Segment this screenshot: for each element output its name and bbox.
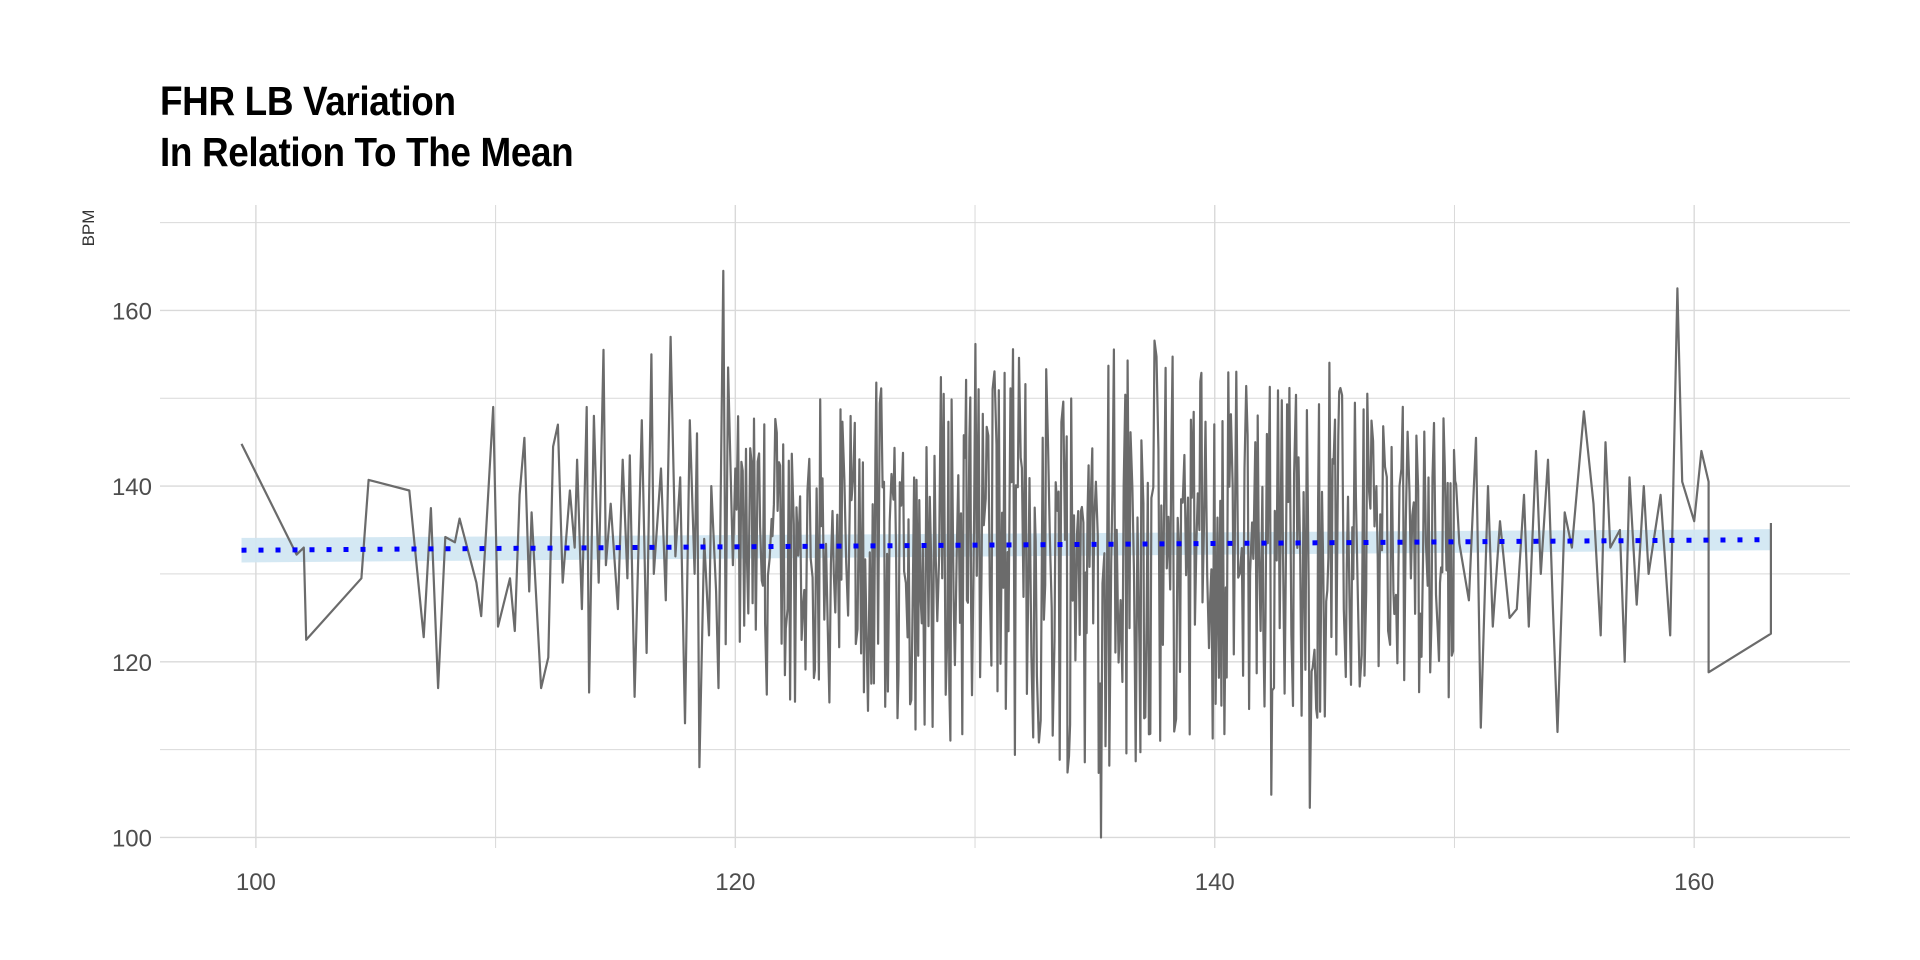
x-tick-label: 100 xyxy=(236,869,276,896)
y-tick-label: 140 xyxy=(112,474,152,501)
y-tick-label: 100 xyxy=(112,825,152,852)
y-tick-label: 160 xyxy=(112,298,152,325)
y-axis-tick-labels: 100 120 140 160 xyxy=(112,298,152,852)
chart-title-line-2: In Relation To The Mean xyxy=(160,129,574,175)
chart-title: FHR LB Variation In Relation To The Mean xyxy=(160,76,619,178)
series-layer xyxy=(240,269,1772,839)
x-tick-label: 140 xyxy=(1195,869,1235,896)
grid-major xyxy=(160,205,1850,848)
y-axis-label: BPM xyxy=(79,210,98,247)
x-tick-label: 160 xyxy=(1674,869,1714,896)
y-tick-label: 120 xyxy=(112,650,152,677)
series-line xyxy=(240,269,1772,839)
x-axis-tick-labels: 100 120 140 160 xyxy=(236,869,1714,896)
chart-title-line-1: FHR LB Variation xyxy=(160,78,456,124)
x-tick-label: 120 xyxy=(715,869,755,896)
